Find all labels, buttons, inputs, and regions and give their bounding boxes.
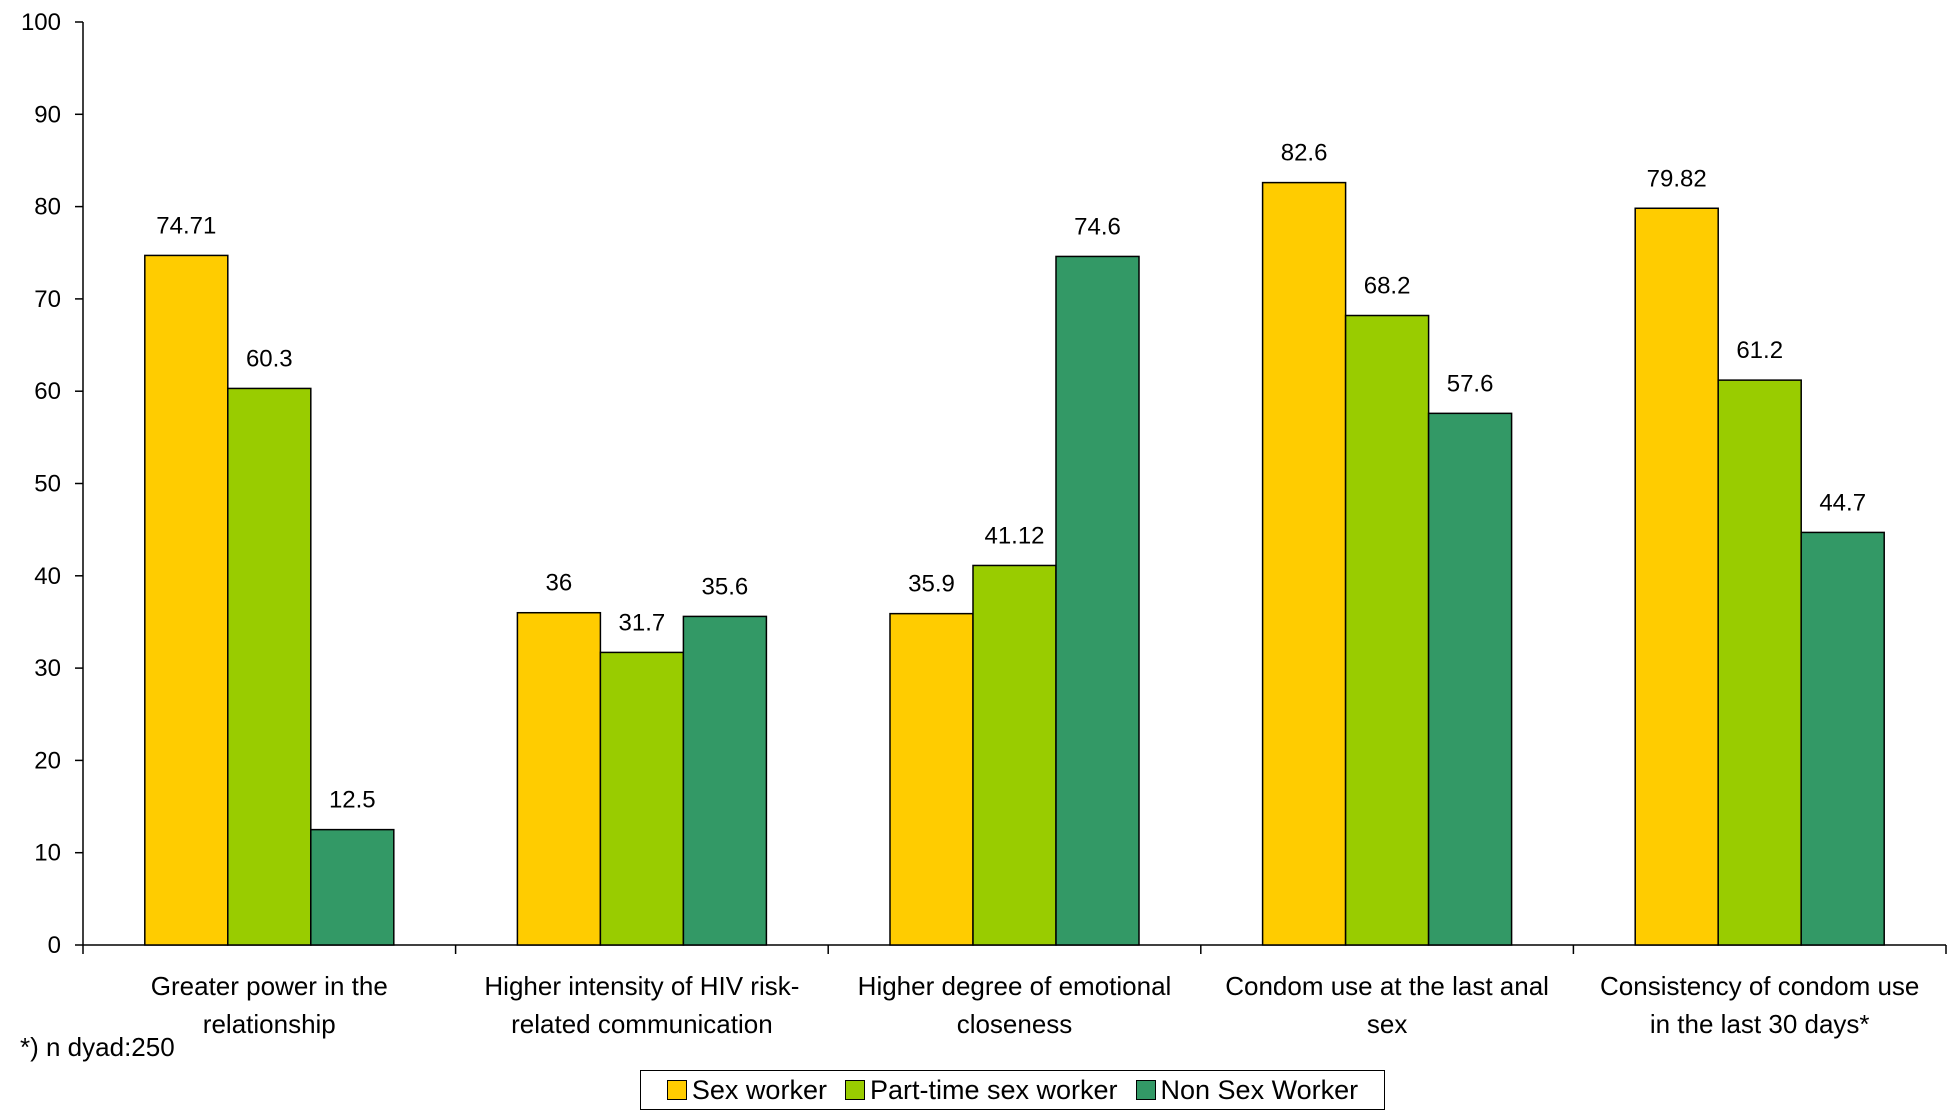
legend-item: Part-time sex worker: [844, 1074, 1118, 1106]
y-tick-label: 70: [34, 286, 61, 313]
footnote: *) n dyad:250: [20, 1032, 175, 1062]
category-label: Greater power in the: [151, 971, 388, 1001]
data-label: 12.5: [329, 787, 376, 814]
y-tick-label: 10: [34, 840, 61, 867]
data-label: 57.6: [1447, 370, 1494, 397]
bar-sex-worker: [889, 612, 974, 946]
category-label: sex: [1367, 1009, 1407, 1039]
category-label: Condom use at the last anal: [1225, 971, 1549, 1001]
y-tick-label: 50: [34, 471, 61, 498]
category-label: relationship: [203, 1009, 336, 1039]
bar-part-time-sex-worker: [1717, 379, 1802, 946]
bar-chart: 0 10 20 30 40 50 60 70 80 90 100 74.71 60.3 12.5 36 31…: [21, 9, 1947, 1039]
data-label: 44.7: [1819, 489, 1866, 516]
y-tick-label: 60: [34, 378, 61, 405]
bar-part-time-sex-worker: [972, 564, 1057, 946]
legend: Sex worker Part-time sex worker Non Sex Wo…: [640, 1070, 1385, 1110]
bar-sex-worker: [1634, 207, 1719, 946]
bar-non-sex-worker: [682, 615, 768, 946]
category-label: related communication: [511, 1009, 773, 1039]
x-axis: [82, 944, 1947, 954]
bar-part-time-sex-worker: [599, 651, 685, 946]
data-labels: 74.71 60.3 12.5 36 31.7 35.6 35.9 41.12 74.6 82.6…: [156, 140, 1866, 814]
bar-non-sex-worker: [1800, 531, 1885, 946]
data-label: 74.71: [156, 212, 216, 239]
data-label: 35.6: [702, 573, 749, 600]
bar-non-sex-worker: [310, 828, 395, 946]
y-tick-label: 40: [34, 563, 61, 590]
bar-non-sex-worker: [1427, 412, 1513, 946]
category-label: Higher intensity of HIV risk-: [484, 971, 799, 1001]
category-label: in the last 30 days*: [1650, 1009, 1870, 1039]
legend-item: Non Sex Worker: [1135, 1074, 1359, 1106]
y-tick-label: 0: [48, 932, 61, 959]
data-label: 82.6: [1281, 140, 1328, 167]
legend-swatch: [844, 1080, 865, 1100]
data-label: 61.2: [1736, 337, 1783, 364]
bar-sex-worker: [516, 611, 602, 946]
data-label: 35.9: [908, 571, 955, 598]
bars: [144, 181, 1885, 946]
bar-part-time-sex-worker: [1344, 314, 1430, 946]
y-tick-label: 100: [21, 9, 61, 36]
bar-non-sex-worker: [1055, 255, 1140, 946]
bar-part-time-sex-worker: [227, 387, 312, 946]
legend-label: Non Sex Worker: [1160, 1074, 1359, 1105]
data-label: 74.6: [1074, 213, 1121, 240]
bar-sex-worker: [144, 254, 229, 946]
y-tick-label: 90: [34, 101, 61, 128]
data-label: 60.3: [246, 345, 293, 372]
y-tick-label: 80: [34, 194, 61, 221]
y-axis: 0 10 20 30 40 50 60 70 80 90 100: [21, 9, 84, 959]
bar-sex-worker: [1261, 181, 1347, 946]
data-label: 36: [546, 570, 573, 597]
legend-label: Sex worker: [691, 1074, 827, 1105]
category-labels: Greater power in the relationship Higher i…: [151, 971, 1920, 1039]
legend-item: Sex worker: [666, 1074, 827, 1106]
y-tick-label: 30: [34, 655, 61, 682]
category-label: Higher degree of emotional: [858, 971, 1172, 1001]
data-label: 79.82: [1647, 165, 1707, 192]
data-label: 68.2: [1364, 273, 1411, 300]
data-label: 41.12: [984, 522, 1044, 549]
data-label: 31.7: [619, 609, 666, 636]
category-label: Consistency of condom use: [1600, 971, 1919, 1001]
legend-label: Part-time sex worker: [869, 1074, 1118, 1105]
category-label: closeness: [957, 1009, 1073, 1039]
legend-swatch: [1135, 1080, 1156, 1100]
y-tick-label: 20: [34, 747, 61, 774]
legend-swatch: [666, 1080, 687, 1100]
